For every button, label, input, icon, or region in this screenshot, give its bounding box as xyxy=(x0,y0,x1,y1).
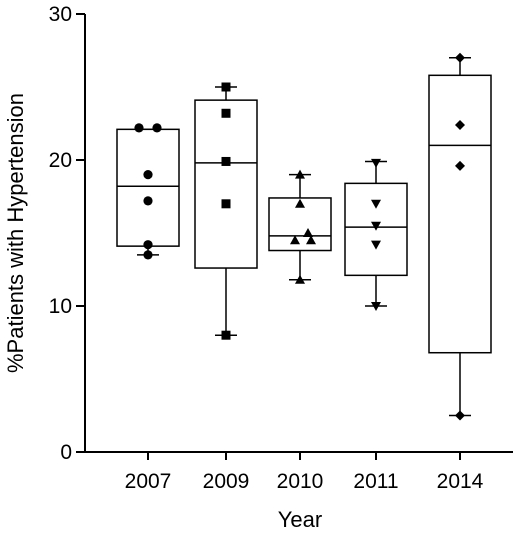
x-tick-label: 2014 xyxy=(437,470,484,493)
data-point xyxy=(221,108,231,118)
y-axis: 0 10 20 30 %Patients with Hypertension xyxy=(3,3,86,464)
data-point xyxy=(221,82,231,92)
data-point xyxy=(303,228,313,237)
y-ticks: 0 10 20 30 xyxy=(49,3,85,464)
data-point xyxy=(143,196,153,206)
data-point xyxy=(152,123,162,133)
data-point xyxy=(134,123,144,133)
data-point xyxy=(306,235,316,245)
y-tick-label: 0 xyxy=(60,441,72,464)
data-point xyxy=(295,198,305,208)
data-point xyxy=(371,158,381,168)
x-tick-label: 2009 xyxy=(203,470,250,493)
x-tick-label: 2010 xyxy=(277,470,324,493)
iqr-box xyxy=(116,128,180,247)
x-axis: 2007 2009 2010 2011 2014 Year xyxy=(85,451,513,532)
data-point xyxy=(295,274,305,284)
data-point xyxy=(221,330,231,340)
y-tick-label: 10 xyxy=(49,295,72,318)
data-point xyxy=(143,250,153,260)
data-point xyxy=(371,221,381,231)
data-point xyxy=(295,169,305,179)
data-point xyxy=(290,235,300,245)
y-tick-label: 20 xyxy=(49,149,72,172)
data-point xyxy=(143,170,153,180)
data-point xyxy=(221,156,231,166)
box-group-2007 xyxy=(116,123,180,260)
data-point xyxy=(143,240,153,250)
plot-area xyxy=(116,52,492,421)
data-point xyxy=(455,160,465,171)
data-point xyxy=(455,52,465,63)
box-group-2014 xyxy=(428,52,492,421)
x-ticks: 2007 2009 2010 2011 2014 xyxy=(125,452,484,493)
y-axis-title: %Patients with Hypertension xyxy=(3,93,28,373)
iqr-box xyxy=(428,74,492,354)
data-point xyxy=(455,410,465,421)
y-tick-label: 30 xyxy=(49,3,72,26)
iqr-box xyxy=(194,99,258,269)
box-group-2010 xyxy=(268,169,332,284)
box-group-2011 xyxy=(344,158,408,311)
x-tick-label: 2007 xyxy=(125,470,172,493)
data-point xyxy=(455,119,465,130)
x-tick-label: 2011 xyxy=(353,470,398,493)
data-point xyxy=(371,302,381,311)
data-point xyxy=(371,199,381,209)
data-point xyxy=(371,240,381,250)
x-axis-title: Year xyxy=(278,507,322,532)
data-point xyxy=(221,199,231,209)
box-group-2009 xyxy=(194,82,258,340)
